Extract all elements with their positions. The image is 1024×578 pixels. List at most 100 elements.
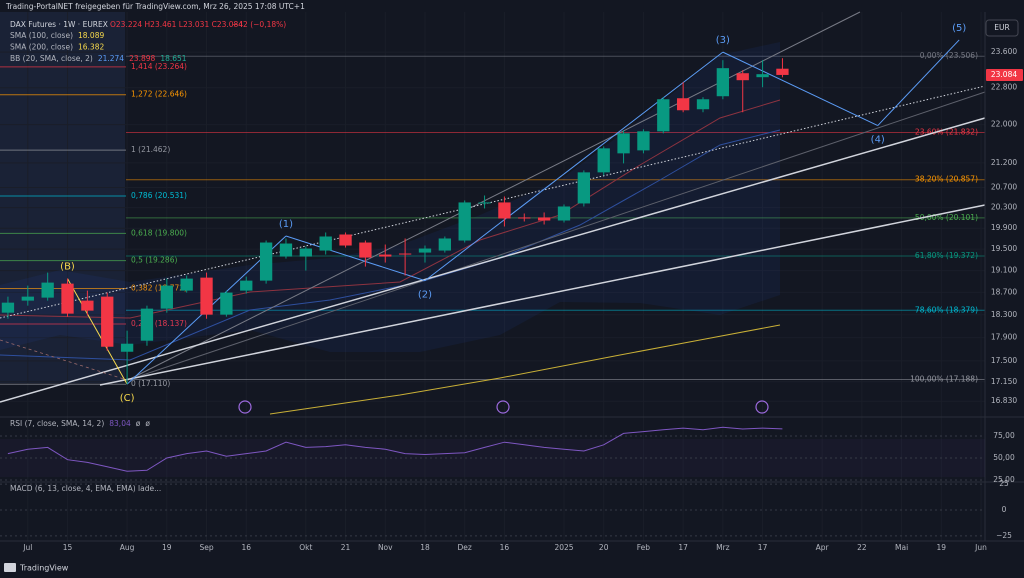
candle-body xyxy=(597,148,610,173)
candle-body xyxy=(259,242,273,281)
pane-extra: ø xyxy=(145,419,150,428)
price-tag-label: 23.084 xyxy=(991,70,1017,79)
candle-body xyxy=(577,172,591,204)
candle-body xyxy=(41,282,54,298)
candle-body xyxy=(339,234,352,246)
x-tick-label: 22 xyxy=(857,543,867,552)
candle-body xyxy=(140,308,154,341)
trendline xyxy=(127,91,986,381)
candle-body xyxy=(438,238,451,251)
price-tag xyxy=(986,68,1023,81)
y-tick-label: 25 xyxy=(999,479,1009,488)
candle-body xyxy=(379,254,392,257)
candle-body xyxy=(61,283,74,314)
fib-label: 0,236 (18.137) xyxy=(131,319,187,328)
symbol-title: DAX Futures · 1W · EUREX xyxy=(10,20,108,29)
macd-pane: MACD (6, 13, close, 4, EMA, EMA) lade...… xyxy=(0,479,1012,540)
candle-body xyxy=(220,292,233,315)
x-tick-label: 16 xyxy=(241,543,251,552)
fib-label: 50,00% (20.101) xyxy=(915,213,978,222)
y-tick-label: 17.150 xyxy=(991,377,1017,386)
pane-title: MACD (6, 13, close, 4, EMA, EMA) lade... xyxy=(10,484,161,493)
legend-value: 23.898 xyxy=(129,54,155,63)
candle-body xyxy=(617,133,630,154)
candle-body xyxy=(458,202,471,241)
pane-value: 83,04 xyxy=(109,419,131,428)
candle-body xyxy=(537,217,551,221)
fib-label: 0,382 (18.772) xyxy=(131,283,187,292)
x-tick-label: Apr xyxy=(816,543,830,552)
candle-body xyxy=(478,202,491,204)
fib-label: 38,20% (20.857) xyxy=(915,175,978,184)
candle-body xyxy=(319,236,332,251)
candle-body xyxy=(736,73,749,81)
brand: TradingView xyxy=(19,564,69,573)
candle-body xyxy=(518,217,531,219)
candle-body xyxy=(359,242,372,258)
fib-label: 23,60% (21.832) xyxy=(915,128,978,137)
x-tick-label: 19 xyxy=(162,543,172,552)
legend-value: 18.651 xyxy=(160,54,186,63)
fib-label: 0,618 (19.800) xyxy=(131,228,187,237)
x-tick-label: Sep xyxy=(199,543,213,552)
fib-label: 78,60% (18.379) xyxy=(915,305,978,314)
pane-extra: ø xyxy=(136,419,141,428)
x-tick-label: Nov xyxy=(378,543,393,552)
bb-basis xyxy=(0,99,781,319)
x-tick-label: 17 xyxy=(758,543,768,552)
change: −42 (−0,18%) xyxy=(232,20,286,29)
candle-body xyxy=(180,278,193,291)
candles xyxy=(1,58,789,385)
candle-body xyxy=(200,277,213,315)
x-tick-label: 18 xyxy=(420,543,430,552)
fib-label: 1,272 (22.646) xyxy=(131,90,187,99)
x-tick-label: Jul xyxy=(22,543,32,552)
y-tick-label: 17.900 xyxy=(991,333,1017,342)
candle-body xyxy=(160,285,173,309)
y-tick-label: 19.500 xyxy=(991,244,1017,253)
y-tick-label: 20.300 xyxy=(991,203,1017,212)
candle-body xyxy=(657,99,670,132)
y-tick-label: 16.830 xyxy=(991,396,1017,405)
legend-name: BB (20, SMA, close, 2) xyxy=(10,54,93,63)
x-tick-label: Aug xyxy=(120,543,135,552)
wave-segment xyxy=(285,235,426,282)
y-tick-label: 50,00 xyxy=(993,453,1015,462)
candle-body xyxy=(776,68,789,75)
y-tick-label: 18.700 xyxy=(991,287,1017,296)
candle-body xyxy=(120,343,134,352)
fib-label: 100,00% (17.188) xyxy=(910,374,978,383)
y-tick-label: 22.000 xyxy=(991,120,1017,129)
rsi-pane: RSI (7, close, SMA, 14, 2) 83,04 ø ø 75,00 50… xyxy=(0,419,1015,484)
wave-segment xyxy=(722,51,878,127)
trendline xyxy=(0,117,986,403)
y-tick-label: 75,00 xyxy=(993,431,1015,440)
candle-body xyxy=(81,300,94,311)
currency: EUR xyxy=(994,23,1009,32)
axes: 23.600 22.800 22.000 21.200 20.700 20.300 19.9… xyxy=(22,47,1023,552)
event-icon[interactable] xyxy=(238,400,252,414)
candle-body xyxy=(279,243,293,257)
wave-segment xyxy=(877,39,960,126)
event-icon[interactable] xyxy=(496,400,510,414)
x-tick-label: Mrz xyxy=(716,543,730,552)
y-tick-label: 17.500 xyxy=(991,356,1017,365)
pane-title: RSI (7, close, SMA, 14, 2) xyxy=(10,419,104,428)
event-icon[interactable] xyxy=(755,400,769,414)
trendline xyxy=(0,85,986,319)
rsi-band xyxy=(0,439,985,477)
y-tick-label: 22.800 xyxy=(991,83,1017,92)
x-tick-label: Dez xyxy=(458,543,472,552)
y-tick-label: 0 xyxy=(1002,505,1007,514)
candle-body xyxy=(240,280,253,291)
x-tick-label: 17 xyxy=(678,543,688,552)
y-tick-label: 19.900 xyxy=(991,223,1017,232)
currency-button[interactable] xyxy=(985,19,1019,37)
x-tick-label: Mai xyxy=(895,543,908,552)
candle-body xyxy=(101,296,114,347)
fibonacci: 1,414 (23.264) 1,272 (22.646) 1 (21.462) 0,… xyxy=(0,51,985,388)
bollinger-band xyxy=(0,42,780,352)
elliott-waves: (B) (C) (1) (2) (3) (4) (5) xyxy=(60,23,966,404)
wave-label: (5) xyxy=(952,23,966,34)
